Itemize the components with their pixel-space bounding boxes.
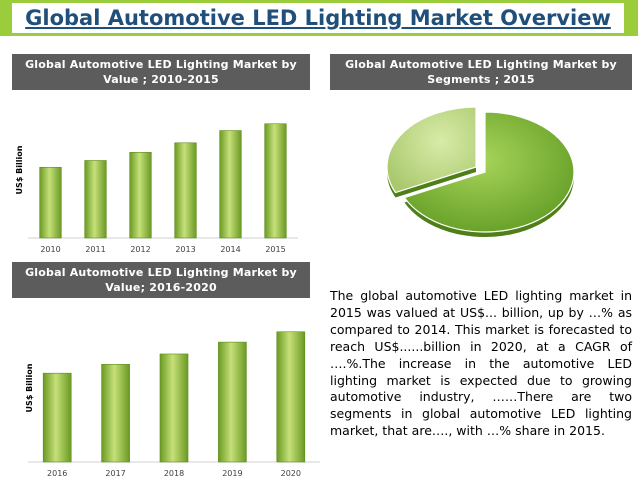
x-tick-label: 2014 [220,245,240,254]
x-tick-label: 2019 [222,469,242,478]
bar-chart-2016-2020: 2016 2017 2018 2019 2020 US$ Billion [25,331,320,478]
bar-2020 [276,331,306,463]
bar-2013 [174,142,197,239]
x-tick-label: 2010 [40,245,60,254]
x-tick-label: 2018 [164,469,184,478]
x-tick-label: 2017 [105,469,125,478]
bar-2011 [84,160,107,239]
pie-slice-1 [403,111,575,233]
pie-slice-2 [386,106,477,194]
page-title: Global Automotive LED Lighting Market Ov… [25,6,611,30]
x-tick-label: 2012 [130,245,150,254]
pie-chart-segments [386,106,575,237]
bar-2014 [219,130,242,239]
bar-2012 [129,152,152,239]
bar-2019 [218,341,247,463]
market-description: The global automotive LED lighting marke… [330,288,632,439]
title-box: Global Automotive LED Lighting Market Ov… [12,3,624,33]
bar-2018 [159,353,189,463]
x-tick-label: 2013 [175,245,195,254]
x-tick-label: 2016 [47,469,67,478]
bar-chart-2010-2015: 2010 2011 2012 2013 2014 2015 US$ Billion [15,123,298,254]
bar-2016 [42,372,72,463]
y-axis-label: US$ Billion [15,145,24,194]
chart3-header: Global Automotive LED Lighting Market by… [12,262,310,298]
bar-2015 [264,123,287,239]
x-tick-label: 2015 [265,245,285,254]
bar-2010 [39,166,62,239]
bar-2017 [101,364,130,463]
title-bar: Global Automotive LED Lighting Market Ov… [0,0,638,36]
chart2-header: Global Automotive LED Lighting Market by… [330,54,632,90]
y-axis-label: US$ Billion [25,363,34,412]
chart1-header: Global Automotive LED Lighting Market by… [12,54,310,90]
x-tick-label: 2020 [281,469,301,478]
x-tick-label: 2011 [85,245,105,254]
